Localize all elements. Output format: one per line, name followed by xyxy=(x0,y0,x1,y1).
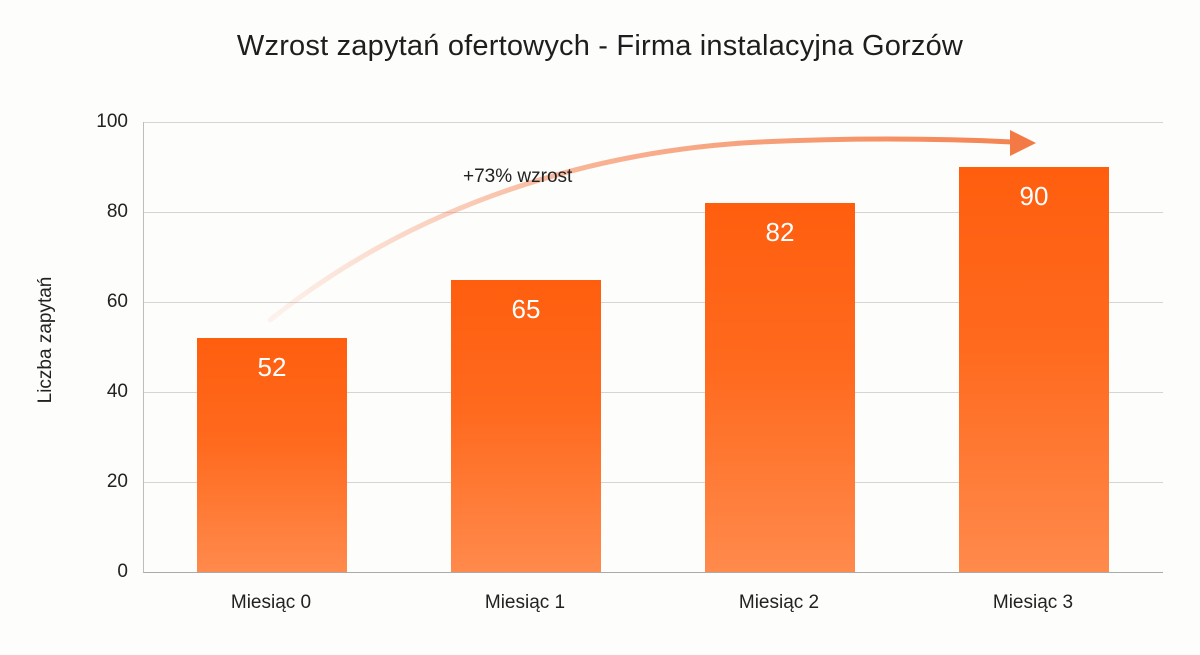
x-tick-month-1: Miesiąc 1 xyxy=(484,592,566,613)
chart-title: Wzrost zapytań ofertowych - Firma instal… xyxy=(236,30,964,62)
y-tick-80: 80 xyxy=(106,201,128,222)
bar-value-label: 90 xyxy=(1019,181,1049,211)
gridline-80 xyxy=(144,212,1163,213)
gridline-20 xyxy=(144,482,1163,483)
bar-month-1: 65 xyxy=(451,279,601,572)
bar-value-label: 82 xyxy=(765,217,795,247)
gridline-100 xyxy=(144,122,1163,123)
x-tick-month-0: Miesiąc 0 xyxy=(230,592,312,613)
bar-month-3: 90 xyxy=(959,167,1109,572)
growth-annotation: +73% wzrost xyxy=(463,166,573,187)
plot-area: 52 65 82 90 xyxy=(143,122,1163,573)
bar-month-2: 82 xyxy=(705,203,855,572)
x-tick-month-2: Miesiąc 2 xyxy=(738,592,820,613)
y-tick-60: 60 xyxy=(106,291,128,312)
gridline-40 xyxy=(144,392,1163,393)
y-tick-0: 0 xyxy=(117,561,128,582)
x-tick-month-3: Miesiąc 3 xyxy=(992,592,1074,613)
gridline-60 xyxy=(144,302,1163,303)
y-tick-20: 20 xyxy=(106,471,128,492)
bar-value-label: 65 xyxy=(511,293,541,324)
bar-value-label: 52 xyxy=(257,352,287,382)
bar-month-0: 52 xyxy=(197,338,347,572)
y-tick-100: 100 xyxy=(96,111,128,132)
y-tick-40: 40 xyxy=(106,381,128,402)
